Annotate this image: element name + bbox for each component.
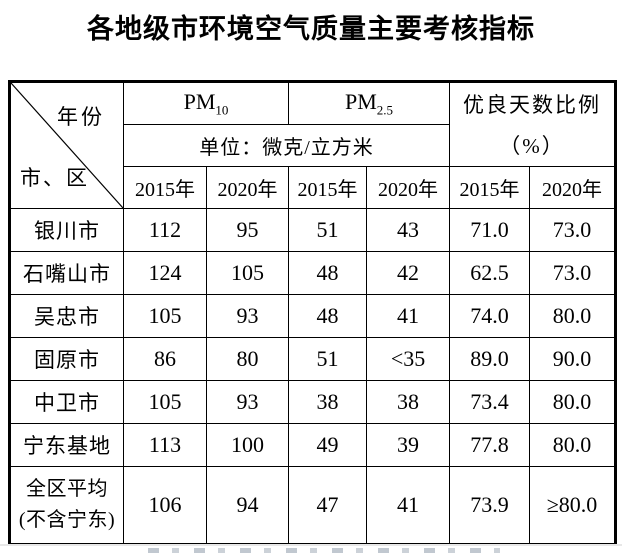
pm10-subscript: 10 bbox=[215, 102, 229, 118]
value-cell: 77.8 bbox=[449, 423, 531, 467]
value-cell: 100 bbox=[205, 423, 290, 467]
value-cell: 73.0 bbox=[529, 208, 617, 252]
value-cell: 74.0 bbox=[449, 294, 531, 338]
air-quality-indicators-table: 年份 市、区 PM10 PM2.5 优良天数比例 （%） 单位：微克/立方米 2… bbox=[8, 80, 618, 546]
value-cell: 73.0 bbox=[529, 251, 617, 295]
value-cell: 105 bbox=[205, 251, 290, 295]
city-name: 银川市 bbox=[9, 208, 124, 252]
good-days-unit: （%） bbox=[499, 134, 565, 158]
table-row-shizuishan: 石嘴山市 124 105 48 42 62.5 73.0 bbox=[9, 251, 617, 295]
value-cell: 49 bbox=[288, 423, 368, 467]
year-header-gooddays-2015: 2015年 bbox=[449, 166, 531, 209]
cropped-text-remnant bbox=[148, 548, 500, 553]
value-cell: 39 bbox=[366, 423, 451, 467]
table-row-zhongwei: 中卫市 105 93 38 38 73.4 80.0 bbox=[9, 380, 617, 424]
value-cell: 71.0 bbox=[449, 208, 531, 252]
value-cell: 80.0 bbox=[529, 380, 617, 424]
value-cell: 47 bbox=[288, 466, 368, 545]
table-shadow-band bbox=[0, 544, 622, 546]
table-row-ningdong: 宁东基地 113 100 49 39 77.8 80.0 bbox=[9, 423, 617, 467]
good-days-label: 优良天数比例 bbox=[463, 93, 602, 117]
value-cell: 90.0 bbox=[529, 337, 617, 381]
table-row-yinchuan: 银川市 112 95 51 43 71.0 73.0 bbox=[9, 208, 617, 252]
value-cell: 94 bbox=[205, 466, 290, 545]
city-name: 全区平均 (不含宁东) bbox=[9, 466, 124, 545]
value-cell: 38 bbox=[288, 380, 368, 424]
city-name: 石嘴山市 bbox=[9, 251, 124, 295]
corner-label-city: 市、区 bbox=[20, 166, 89, 190]
value-cell: 106 bbox=[123, 466, 207, 545]
value-cell: 124 bbox=[123, 251, 207, 295]
value-cell: 80 bbox=[205, 337, 290, 381]
year-header-pm10-2020: 2020年 bbox=[205, 166, 290, 209]
value-cell: 80.0 bbox=[529, 294, 617, 338]
diagonal-line bbox=[11, 83, 123, 208]
value-cell: 112 bbox=[123, 208, 207, 252]
unit-row-cell: 单位：微克/立方米 bbox=[122, 124, 451, 167]
column-group-good-days: 优良天数比例 （%） bbox=[449, 81, 617, 167]
value-cell: 43 bbox=[366, 208, 451, 252]
value-cell: 86 bbox=[123, 337, 207, 381]
corner-label-year: 年份 bbox=[57, 105, 105, 129]
region-average-line1: 全区平均 bbox=[26, 478, 108, 500]
table-row-region-average: 全区平均 (不含宁东) 106 94 47 41 73.9 ≥80.0 bbox=[9, 466, 617, 545]
value-cell: 51 bbox=[288, 208, 368, 252]
city-name: 中卫市 bbox=[9, 380, 124, 424]
value-cell: 62.5 bbox=[449, 251, 531, 295]
value-cell: 48 bbox=[288, 251, 368, 295]
year-header-pm10-2015: 2015年 bbox=[123, 166, 207, 209]
city-name: 吴忠市 bbox=[9, 294, 124, 338]
region-average-line2: (不含宁东) bbox=[18, 509, 116, 531]
value-cell: ≥80.0 bbox=[529, 466, 617, 545]
value-cell: 93 bbox=[205, 294, 290, 338]
value-cell: 105 bbox=[123, 380, 207, 424]
value-cell: 105 bbox=[123, 294, 207, 338]
table-row-wuzhong: 吴忠市 105 93 48 41 74.0 80.0 bbox=[9, 294, 617, 338]
value-cell: <35 bbox=[366, 337, 451, 381]
pm10-base: PM bbox=[183, 88, 216, 114]
city-name: 宁东基地 bbox=[9, 423, 124, 467]
column-group-pm10: PM10 bbox=[122, 81, 290, 125]
pm25-base: PM bbox=[345, 88, 377, 114]
value-cell: 42 bbox=[366, 251, 451, 295]
value-cell: 48 bbox=[288, 294, 368, 338]
year-header-gooddays-2020: 2020年 bbox=[529, 166, 617, 209]
pm25-subscript: 2.5 bbox=[376, 102, 394, 118]
value-cell: 89.0 bbox=[449, 337, 531, 381]
table-row-guyuan: 固原市 86 80 51 <35 89.0 90.0 bbox=[9, 337, 617, 381]
value-cell: 73.4 bbox=[449, 380, 531, 424]
value-cell: 38 bbox=[366, 380, 451, 424]
corner-header-cell: 年份 市、区 bbox=[9, 81, 124, 209]
year-header-pm25-2015: 2015年 bbox=[288, 166, 368, 209]
value-cell: 41 bbox=[366, 466, 451, 545]
value-cell: 80.0 bbox=[529, 423, 617, 467]
value-cell: 51 bbox=[288, 337, 368, 381]
page-title: 各地级市环境空气质量主要考核指标 bbox=[87, 14, 535, 44]
value-cell: 113 bbox=[123, 423, 207, 467]
value-cell: 93 bbox=[205, 380, 290, 424]
value-cell: 41 bbox=[366, 294, 451, 338]
value-cell: 73.9 bbox=[449, 466, 531, 545]
column-group-pm25: PM2.5 bbox=[288, 81, 451, 125]
city-name: 固原市 bbox=[9, 337, 124, 381]
value-cell: 95 bbox=[205, 208, 290, 252]
year-header-pm25-2020: 2020年 bbox=[366, 166, 451, 209]
